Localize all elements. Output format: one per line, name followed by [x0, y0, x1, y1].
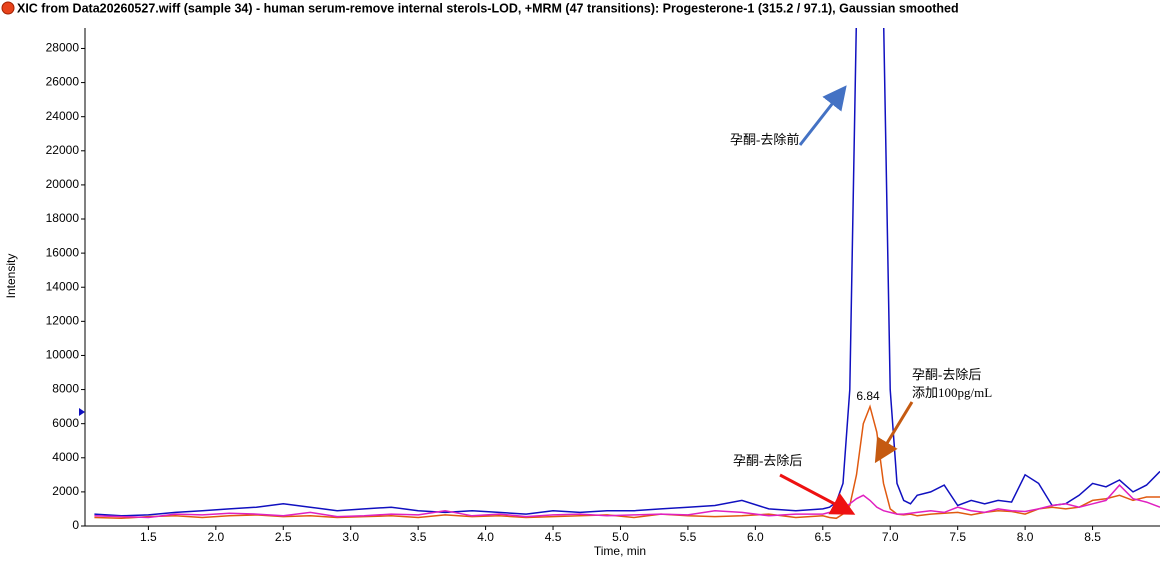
y-tick-label: 12000 [46, 314, 80, 328]
x-tick-label: 8.0 [1017, 530, 1034, 544]
y-tick-label: 26000 [46, 75, 80, 89]
y-tick-label: 8000 [52, 382, 79, 396]
annotation: 孕酮-去除后 [912, 367, 981, 382]
y-tick-label: 0 [72, 518, 79, 532]
y-tick-label: 18000 [46, 211, 80, 225]
x-tick-label: 4.5 [545, 530, 562, 544]
x-tick-label: 2.0 [207, 530, 224, 544]
x-tick-label: 3.5 [410, 530, 427, 544]
chart-title: XIC from Data20260527.wiff (sample 34) -… [17, 1, 959, 15]
arrow [874, 401, 914, 464]
y-tick-label: 14000 [46, 279, 80, 293]
x-tick-label: 7.0 [882, 530, 899, 544]
x-tick-label: 1.5 [140, 530, 157, 544]
y-tick-label: 2000 [52, 484, 79, 498]
y-tick-label: 22000 [46, 143, 80, 157]
y-tick-label: 28000 [46, 41, 80, 55]
annotation: 添加100pg/mL [912, 385, 992, 400]
x-axis-label: Time, min [594, 544, 646, 558]
x-tick-label: 5.0 [612, 530, 629, 544]
series-line [94, 404, 1160, 520]
x-tick-label: 4.0 [477, 530, 494, 544]
y-tick-label: 16000 [46, 245, 80, 259]
y-tick-label: 20000 [46, 177, 80, 191]
x-tick-label: 6.0 [747, 530, 764, 544]
y-tick-label: 4000 [52, 450, 79, 464]
annotation: 孕酮-去除前 [730, 132, 799, 147]
y-tick-label: 6000 [52, 416, 79, 430]
x-tick-label: 6.5 [814, 530, 831, 544]
arrow [779, 473, 856, 515]
x-tick-label: 7.5 [949, 530, 966, 544]
marker-icon [79, 408, 85, 416]
y-tick-label: 24000 [46, 109, 80, 123]
y-tick-label: 10000 [46, 348, 80, 362]
x-tick-label: 8.5 [1084, 530, 1101, 544]
x-tick-label: 2.5 [275, 530, 292, 544]
x-tick-label: 3.0 [342, 530, 359, 544]
annotation: 孕酮-去除后 [733, 453, 802, 468]
peak-label: 6.84 [856, 389, 880, 403]
plot-area [94, 28, 1160, 520]
x-tick-label: 5.5 [680, 530, 697, 544]
title-icon [1, 1, 15, 15]
series-line [94, 28, 1160, 517]
y-axis-label: Intensity [4, 254, 18, 299]
arrow [798, 85, 847, 146]
